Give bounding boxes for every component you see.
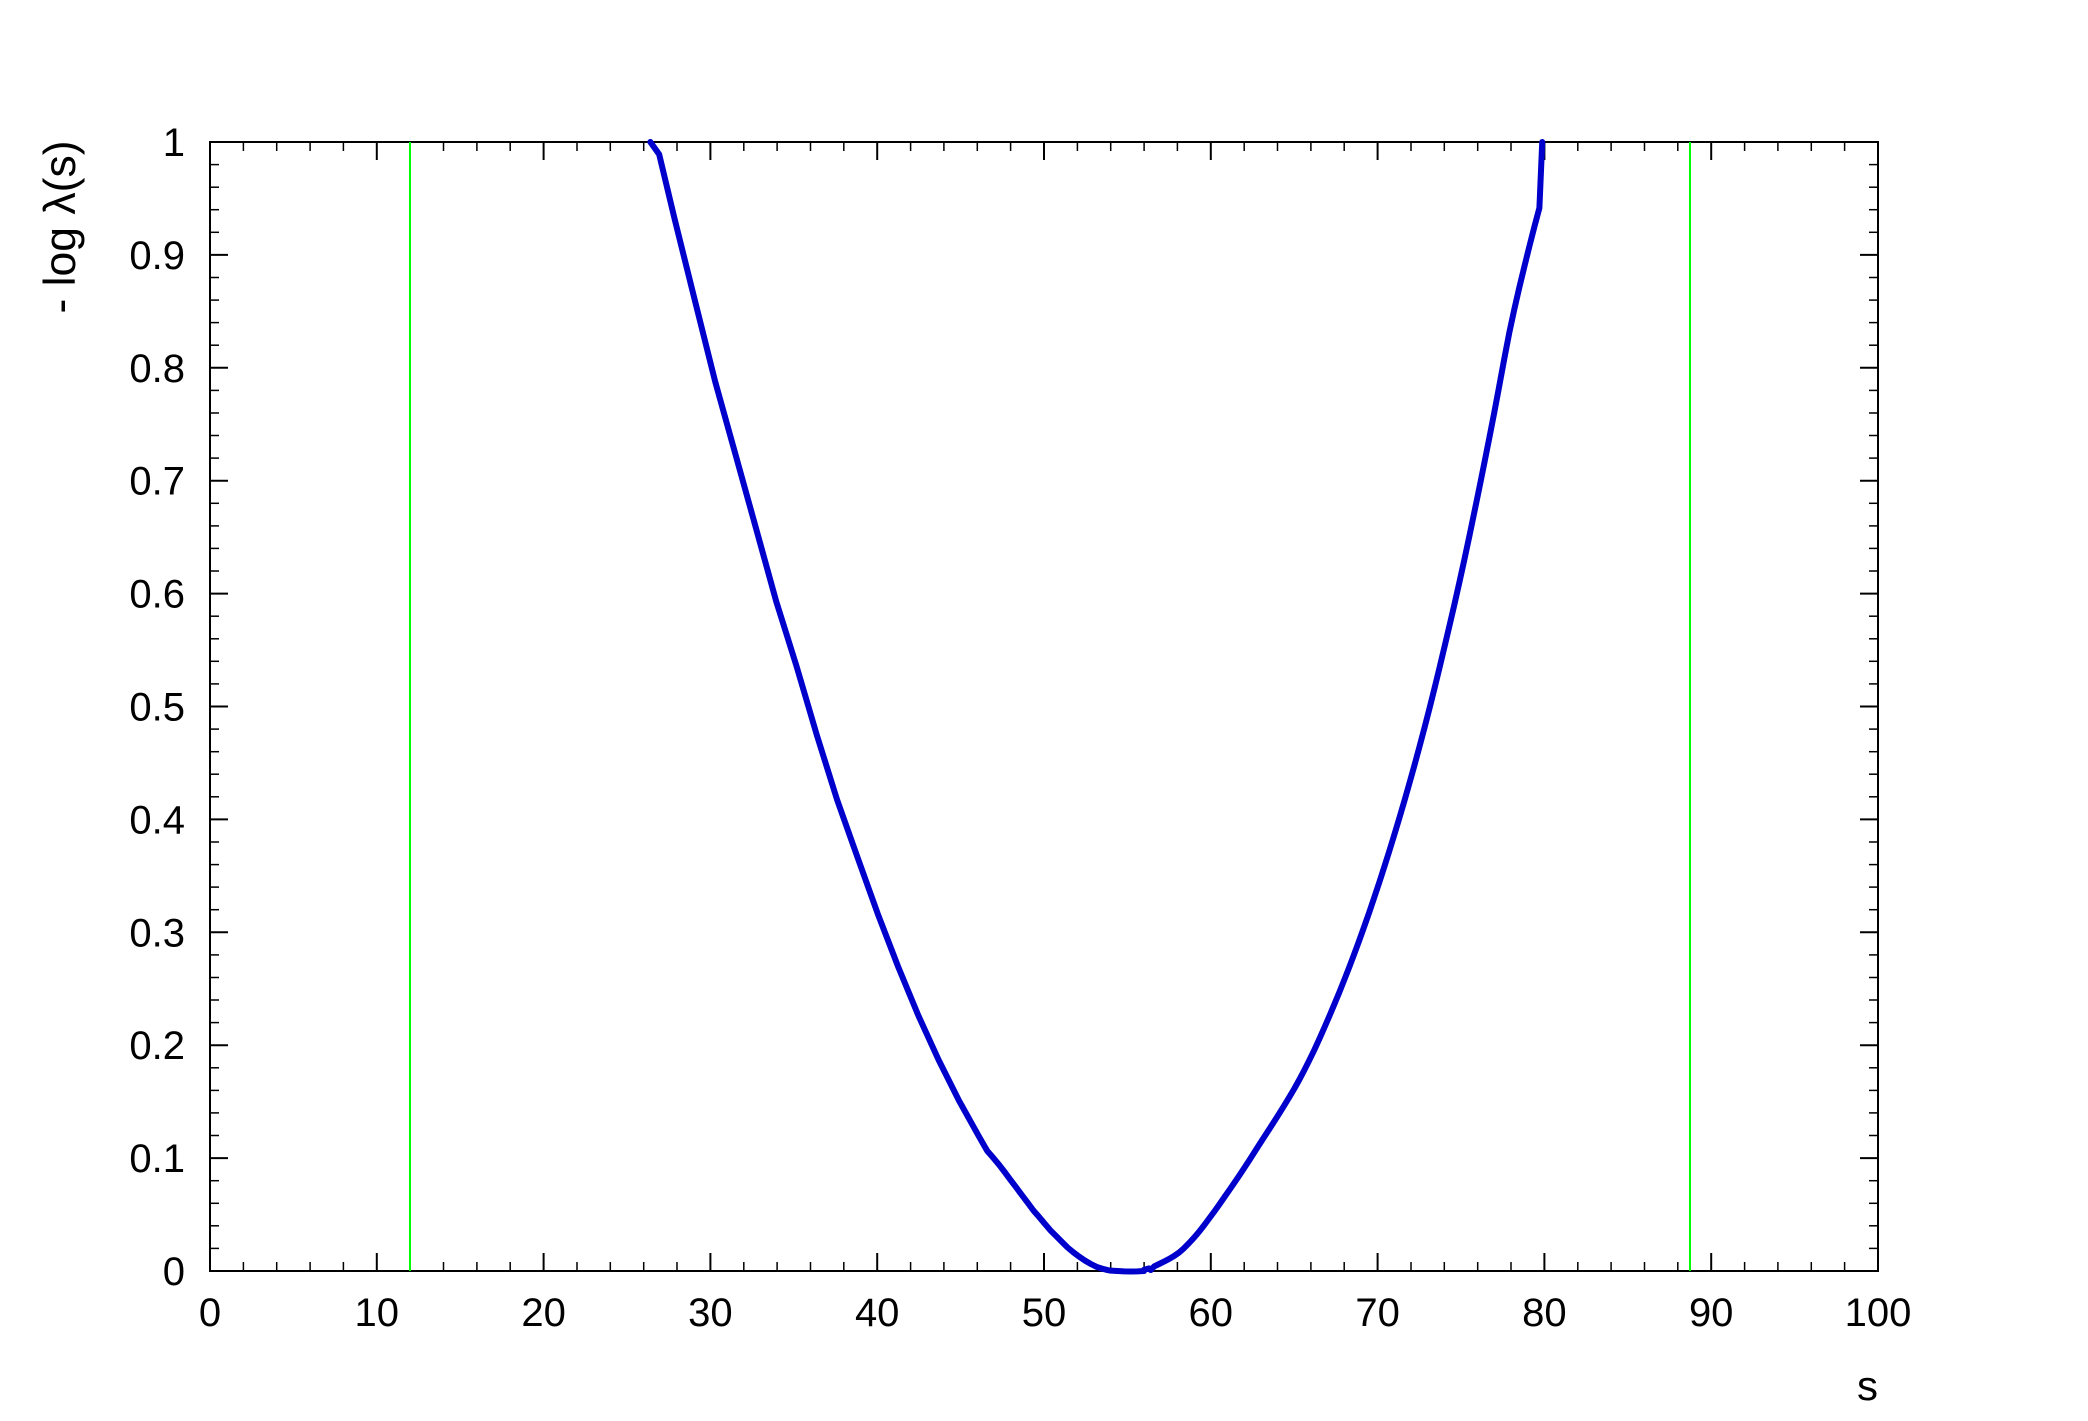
svg-text:90: 90 <box>1689 1291 1734 1335</box>
svg-text:60: 60 <box>1189 1291 1234 1335</box>
svg-text:0.5: 0.5 <box>129 686 185 730</box>
svg-text:0.7: 0.7 <box>129 460 185 504</box>
svg-text:0.6: 0.6 <box>129 573 185 617</box>
svg-text:80: 80 <box>1522 1291 1567 1335</box>
svg-text:50: 50 <box>1022 1291 1067 1335</box>
svg-text:0.1: 0.1 <box>129 1137 185 1181</box>
svg-text:0: 0 <box>163 1250 185 1294</box>
svg-text:s: s <box>1857 1362 1878 1409</box>
svg-text:0.2: 0.2 <box>129 1024 185 1068</box>
svg-text:20: 20 <box>521 1291 566 1335</box>
svg-text:10: 10 <box>355 1291 400 1335</box>
svg-text:1: 1 <box>163 121 185 165</box>
svg-text:0: 0 <box>199 1291 221 1335</box>
svg-text:- log λ(s): - log λ(s) <box>36 140 85 313</box>
svg-text:30: 30 <box>688 1291 733 1335</box>
svg-text:0.9: 0.9 <box>129 234 185 278</box>
svg-text:40: 40 <box>855 1291 900 1335</box>
svg-text:0.8: 0.8 <box>129 347 185 391</box>
svg-text:0.4: 0.4 <box>129 798 185 842</box>
svg-text:100: 100 <box>1845 1291 1912 1335</box>
svg-text:70: 70 <box>1355 1291 1400 1335</box>
svg-text:0.3: 0.3 <box>129 911 185 955</box>
